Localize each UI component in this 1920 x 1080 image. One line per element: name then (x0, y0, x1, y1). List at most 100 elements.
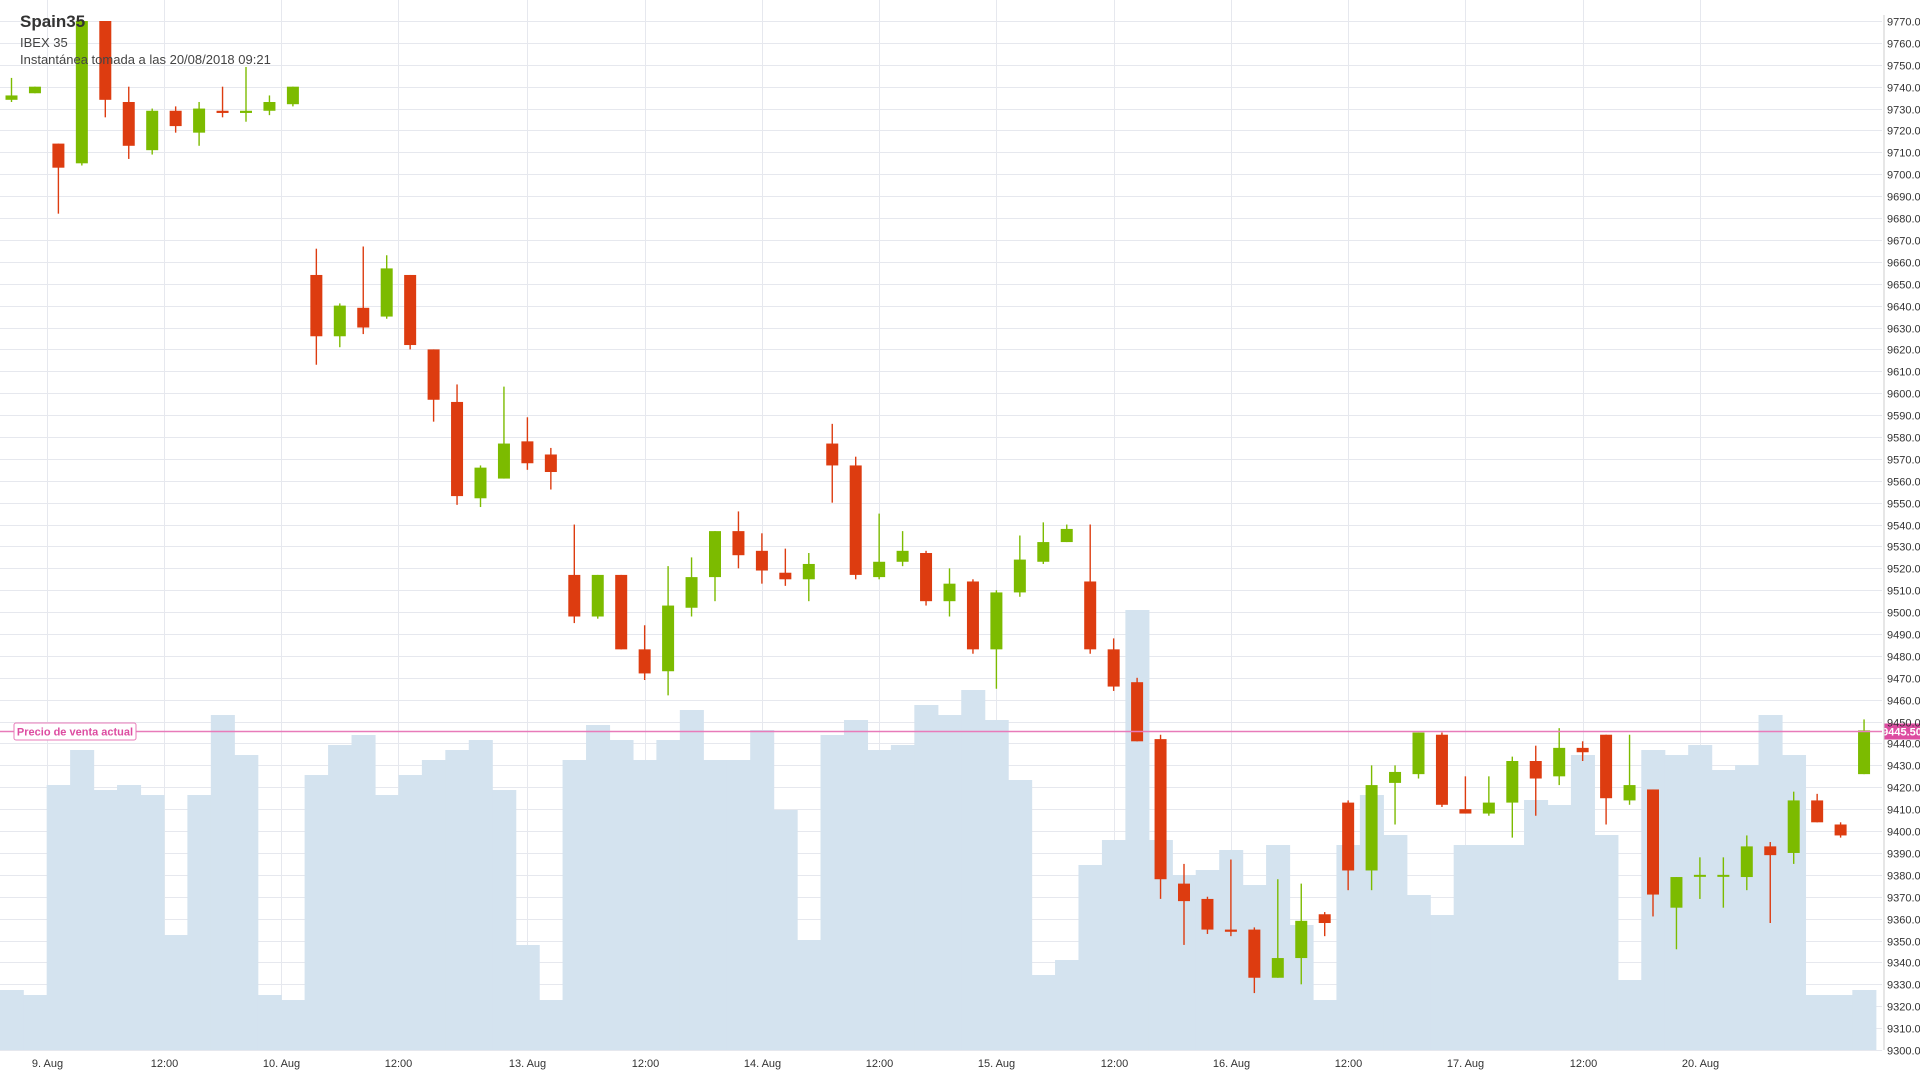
candle-up (1412, 732, 1425, 779)
candle-down (216, 86, 229, 118)
candle-up (28, 86, 41, 94)
candle-down (638, 625, 651, 680)
candle-down (99, 21, 112, 118)
candle-body (1248, 929, 1261, 978)
y-tick-label: 9700.00 (1887, 170, 1920, 182)
candle-up (802, 553, 815, 602)
volume-bar (609, 740, 634, 1050)
candle-body (333, 305, 346, 337)
y-tick-label: 9720.00 (1887, 126, 1920, 138)
candle-up (193, 102, 206, 146)
candle-up (146, 108, 159, 155)
candle-body (1154, 739, 1167, 880)
candle-body (943, 583, 956, 602)
volume-bar (304, 775, 329, 1050)
candle-body (1647, 789, 1659, 895)
candle-down (451, 384, 464, 505)
volume-bar (257, 995, 282, 1050)
y-tick-label: 9430.00 (1887, 761, 1920, 773)
volume-bar (797, 940, 822, 1050)
candle-up (263, 95, 276, 116)
y-tick-label: 9540.00 (1887, 521, 1920, 533)
candle-body (638, 649, 651, 674)
y-tick-label: 9670.00 (1887, 236, 1920, 248)
volume-bar (515, 945, 540, 1050)
candle-down (1459, 776, 1472, 814)
y-tick-label: 9750.00 (1887, 61, 1920, 73)
y-tick-label: 9640.00 (1887, 302, 1920, 314)
volume-bar (750, 730, 775, 1050)
candle-body (1811, 800, 1824, 823)
candle-up (1271, 879, 1284, 978)
candle-body (240, 110, 252, 113)
volume-bar (1008, 780, 1033, 1050)
candle-body (1060, 528, 1073, 543)
candle-body (662, 605, 675, 672)
volume-bar (890, 745, 915, 1050)
y-tick-label: 9310.00 (1887, 1024, 1920, 1036)
price-axis: 9300.00 9310.00 9320.00 9330.00 9340.00 9350.… (1883, 15, 1920, 1058)
candle-body (28, 86, 41, 94)
candle-body (263, 102, 276, 111)
volume-bar (398, 775, 423, 1050)
candle-down (1224, 859, 1237, 937)
candle-up (990, 590, 1003, 689)
candle-down (1834, 822, 1847, 838)
y-tick-label: 9520.00 (1887, 564, 1920, 576)
x-tick-label: 12:00 (1101, 1058, 1129, 1070)
volume-bar (421, 760, 446, 1050)
candle-body (451, 401, 464, 497)
candle-body (779, 572, 792, 580)
candle-up (5, 77, 18, 103)
volume-bar (1406, 895, 1431, 1050)
volume-bar (1500, 845, 1525, 1050)
candle-body (169, 110, 182, 127)
candle-body (873, 561, 886, 578)
candle-body (1693, 874, 1706, 877)
y-tick-label: 9360.00 (1887, 915, 1920, 927)
candle-body (1858, 730, 1871, 775)
volume-bar (1828, 995, 1853, 1050)
candlestick-series (5, 21, 1871, 994)
candle-body (1740, 846, 1753, 878)
candle-body (1318, 914, 1331, 924)
volume-bar (1383, 835, 1408, 1050)
candle-body (427, 349, 440, 400)
volume-bar (984, 720, 1009, 1050)
x-tick-label: 12:00 (866, 1058, 894, 1070)
candle-down (122, 86, 135, 159)
candle-up (709, 531, 721, 602)
y-tick-label: 9460.00 (1887, 696, 1920, 708)
candle-body (544, 454, 557, 473)
volume-bar (70, 750, 95, 1050)
candle-body (1787, 800, 1800, 853)
candle-down (849, 456, 862, 580)
candle-body (146, 110, 159, 151)
volume-bar (445, 750, 470, 1050)
volume-bar (1805, 995, 1830, 1050)
candle-down (1435, 732, 1448, 807)
volume-bar (1312, 1000, 1338, 1050)
candle-body (310, 274, 323, 337)
candle-up (873, 513, 886, 580)
x-tick-label: 17. Aug (1447, 1058, 1484, 1070)
candle-body (685, 577, 698, 608)
volume-bars (0, 610, 1877, 1050)
candle-down (755, 533, 768, 584)
x-tick-label: 20. Aug (1682, 1058, 1719, 1070)
candle-body (1764, 846, 1777, 856)
volume-bar (1055, 960, 1080, 1050)
y-tick-label: 9400.00 (1887, 827, 1920, 839)
candle-body (1482, 802, 1495, 814)
volume-bar (679, 710, 704, 1050)
volume-bar (539, 1000, 564, 1050)
candle-up (1506, 756, 1519, 838)
y-tick-label: 9340.00 (1887, 958, 1920, 970)
candle-down (1131, 677, 1144, 742)
y-tick-label: 9500.00 (1887, 608, 1920, 620)
candle-body (1178, 883, 1190, 902)
candle-body (1107, 649, 1120, 687)
candle-down (544, 447, 557, 490)
candle-body (122, 102, 135, 146)
instrument-subtitle: IBEX 35 (20, 35, 68, 50)
